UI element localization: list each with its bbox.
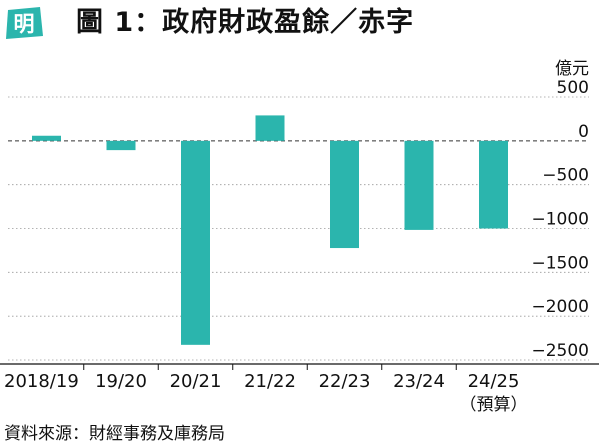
y-tick-labels: 500 0 −500 −1000 −1500 −2000 −2500 (531, 78, 589, 361)
logo-text: 明 (14, 12, 35, 36)
chart-header: 明 圖 1：政府財政盈餘／赤字 (0, 0, 599, 46)
source-note: 資料來源：財經事務及庫務局 (4, 424, 225, 444)
bar (330, 140, 359, 249)
gridlines (8, 96, 589, 361)
bar (255, 115, 285, 141)
x-tick-labels: 2018/19 19/20 20/21 21/22 22/23 23/24 24/25 （預算… (4, 371, 528, 415)
y-unit-label: 億元 (555, 59, 589, 79)
bar (479, 140, 508, 229)
y-tick-label: 500 (557, 78, 589, 98)
x-tick-sublabel: （預算） (460, 395, 528, 415)
logo-badge (6, 7, 43, 39)
y-tick-label: −2000 (531, 297, 589, 317)
x-tick-label: 23/24 (393, 371, 445, 392)
bars (32, 115, 508, 345)
x-tick-label: 24/25 (468, 371, 520, 392)
x-tick-label: 21/22 (244, 371, 296, 392)
y-tick-label: −1000 (531, 210, 589, 230)
bar-chart: 500 0 −500 −1000 −1500 −2000 −2500 2018/19 19/2… (0, 59, 599, 415)
y-tick-label: 0 (578, 122, 589, 142)
bar (32, 135, 61, 141)
x-axis (0, 363, 599, 370)
bar (181, 140, 210, 345)
x-tick-label: 2018/19 (4, 371, 79, 392)
x-tick-label: 20/21 (170, 371, 222, 392)
y-tick-label: −500 (542, 166, 589, 186)
x-tick-label: 19/20 (95, 371, 147, 392)
bar (404, 140, 434, 230)
ming-pao-logo: 明 (6, 7, 43, 39)
y-tick-label: −2500 (531, 341, 589, 361)
bar (106, 140, 136, 151)
chart-title: 圖 1：政府財政盈餘／赤字 (76, 7, 415, 38)
x-tick-label: 22/23 (319, 371, 371, 392)
y-tick-label: −1500 (531, 253, 589, 273)
